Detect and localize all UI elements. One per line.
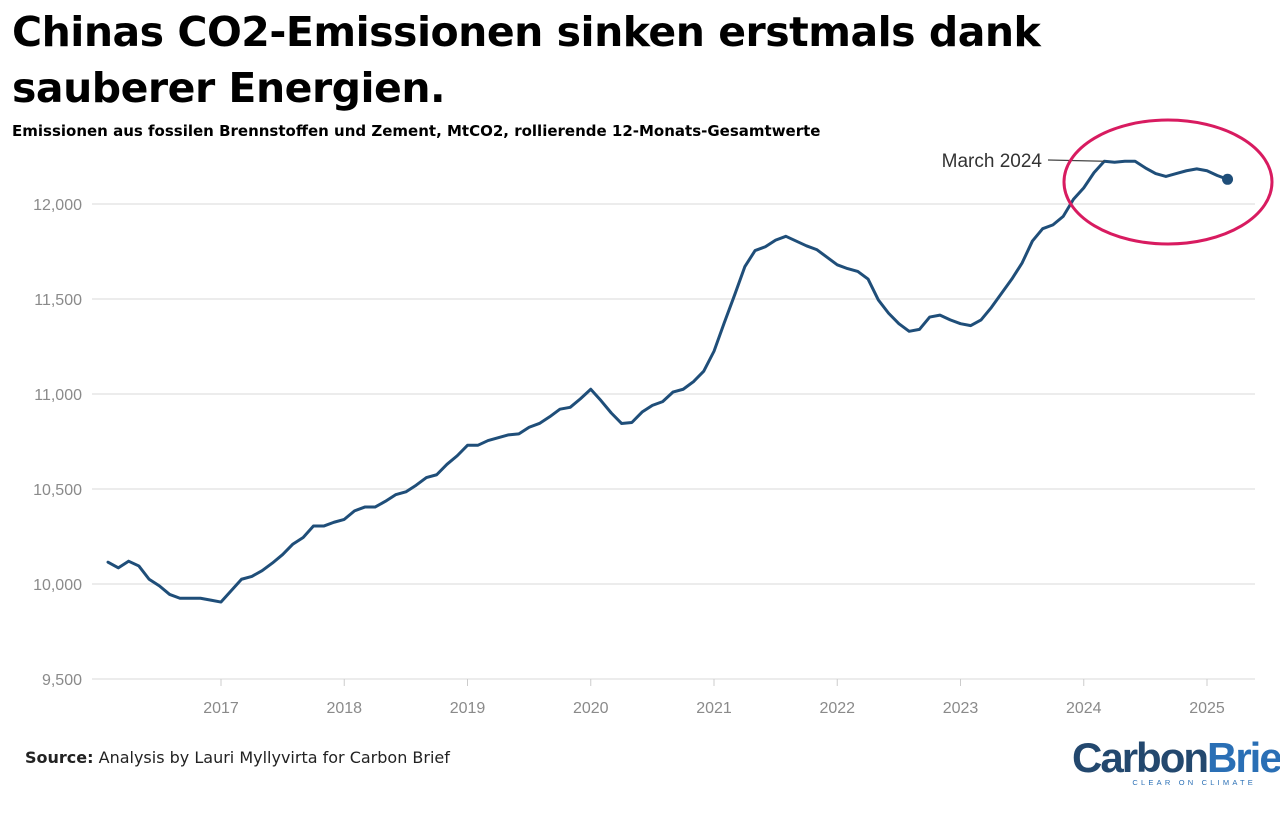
annotation-leader-line <box>1047 159 1105 162</box>
x-tick-label: 2018 <box>326 700 362 717</box>
annotation-layer: March 2024 <box>942 118 1274 246</box>
y-tick-label: 11,000 <box>34 387 82 404</box>
series-line <box>106 159 1230 604</box>
logo-word-carbon: Carbon <box>1072 734 1209 781</box>
x-tick-label: 2023 <box>943 700 979 717</box>
x-tick-label: 2024 <box>1066 700 1102 717</box>
x-tick-label: 2017 <box>203 700 239 717</box>
chart-title: Chinas CO2-Emissionen sinken erstmals da… <box>12 8 1041 112</box>
series-layer <box>106 159 1234 604</box>
y-tick-label: 10,000 <box>33 577 82 594</box>
y-tick-label: 11,500 <box>34 292 82 309</box>
source-note: Source: Analysis by Lauri Myllyvirta for… <box>25 748 450 767</box>
logo-tagline: CLEAR ON CLIMATE <box>1132 778 1256 787</box>
source-text: Analysis by Lauri Myllyvirta for Carbon … <box>98 748 450 767</box>
y-axis-ticks: 9,500 10,000 10,500 11,000 11,500 12,000 <box>33 197 82 689</box>
y-tick-label: 9,500 <box>42 672 82 689</box>
grid-lines <box>92 203 1255 680</box>
highlight-circle <box>1062 118 1274 246</box>
y-tick-label: 12,000 <box>33 197 82 214</box>
x-tick-label: 2021 <box>696 700 732 717</box>
source-label: Source: <box>25 748 94 767</box>
x-tick-label: 2019 <box>450 700 486 717</box>
chart-subtitle: Emissionen aus fossilen Brennstoffen und… <box>12 122 821 140</box>
x-tick-label: 2020 <box>573 700 609 717</box>
logo-word-brief: Brief <box>1207 734 1280 781</box>
x-tick-label: 2022 <box>819 700 855 717</box>
x-axis-ticks: 2017 2018 2019 2020 2021 2022 2023 2024 2025 <box>203 679 1225 717</box>
end-point-marker <box>1222 173 1234 185</box>
y-tick-label: 10,500 <box>33 482 82 499</box>
x-tick-label: 2025 <box>1189 700 1225 717</box>
annotation-label: March 2024 <box>942 151 1043 172</box>
